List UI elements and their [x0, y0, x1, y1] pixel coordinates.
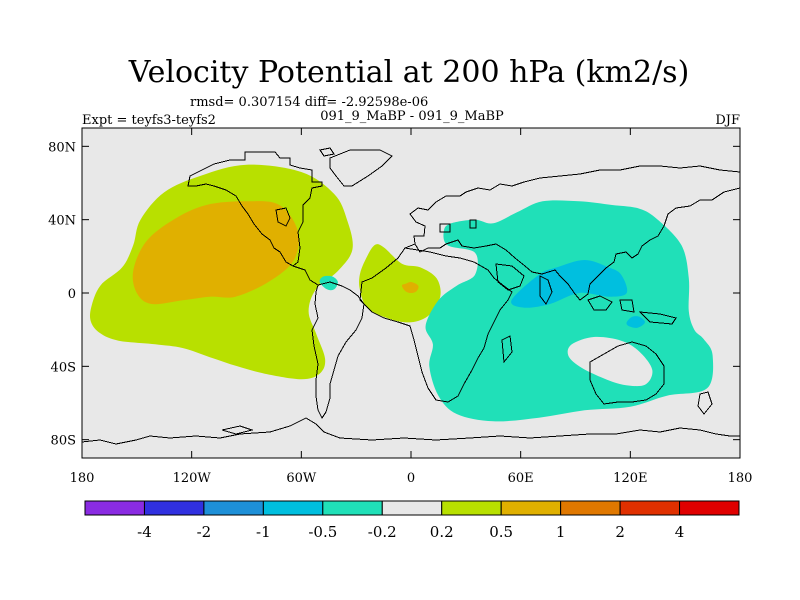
colorbar-label: -0.2 — [368, 523, 397, 541]
colorbar-swatch — [619, 500, 681, 516]
x-tick-label: 120E — [613, 471, 647, 486]
x-tick-label: 120W — [173, 471, 212, 486]
run-label: 091_9_MaBP - 091_9_MaBP — [320, 109, 504, 124]
x-tick-label: 180 — [728, 471, 753, 486]
colorbar-label: 2 — [615, 523, 625, 541]
x-tick-label: 0 — [407, 471, 415, 486]
plot-area: 180 120W 60W 0 60E 120E 180 80N 40N 0 40S 80S — [48, 127, 752, 486]
contour-region-5 — [425, 200, 714, 422]
colorbar-swatch — [381, 500, 443, 516]
colorbar-swatch — [441, 500, 502, 516]
x-tick-label: 180 — [70, 471, 95, 486]
colorbar-swatch — [560, 500, 621, 516]
y-tick-label: 80S — [51, 434, 76, 449]
colorbar-label: -1 — [256, 523, 271, 541]
colorbar-label: -2 — [197, 523, 212, 541]
season-label: DJF — [715, 113, 740, 128]
contour-region-1 — [132, 201, 299, 305]
chart-title: Velocity Potential at 200 hPa (km2/s) — [128, 55, 690, 90]
colorbar-swatch — [143, 500, 205, 516]
contour-region-3 — [401, 281, 419, 293]
y-tick-label: 40N — [48, 214, 76, 229]
contour-region-2 — [359, 244, 441, 323]
colorbar-swatch — [500, 500, 562, 516]
colorbar-label: 0.2 — [430, 523, 454, 541]
coastlines — [81, 147, 741, 445]
colorbar-swatch — [84, 500, 145, 516]
colorbar-label: 1 — [556, 523, 566, 541]
stats-label: rmsd= 0.307154 diff= -2.92598e-06 — [190, 95, 428, 110]
y-tick-label: 40S — [51, 360, 76, 375]
x-tick-label: 60W — [286, 471, 317, 486]
contour-region-4 — [319, 275, 338, 291]
colorbar-swatch — [203, 500, 264, 516]
colorbar-label: 4 — [675, 523, 685, 541]
colorbar-label: -0.5 — [308, 523, 337, 541]
colorbar-swatch — [322, 500, 383, 516]
colorbar-label: -4 — [137, 523, 152, 541]
colorbar-swatch — [679, 500, 740, 516]
contour-regions — [89, 164, 714, 422]
colorbar-swatch — [262, 500, 324, 516]
colorbar-label: 0.5 — [489, 523, 513, 541]
contour-region-8 — [626, 316, 646, 328]
x-tick-label: 60E — [508, 471, 534, 486]
axis-ticks: 180 120W 60W 0 60E 120E 180 80N 40N 0 40S 80S — [48, 128, 752, 486]
y-tick-label: 80N — [48, 140, 76, 155]
contour-region-6 — [567, 336, 653, 387]
colorbar: -4 -2 -1 -0.5 -0.2 0.2 0.5 1 2 4 — [84, 500, 740, 541]
y-tick-label: 0 — [68, 287, 76, 302]
experiment-label: Expt = teyfs3-teyfs2 — [82, 113, 216, 128]
